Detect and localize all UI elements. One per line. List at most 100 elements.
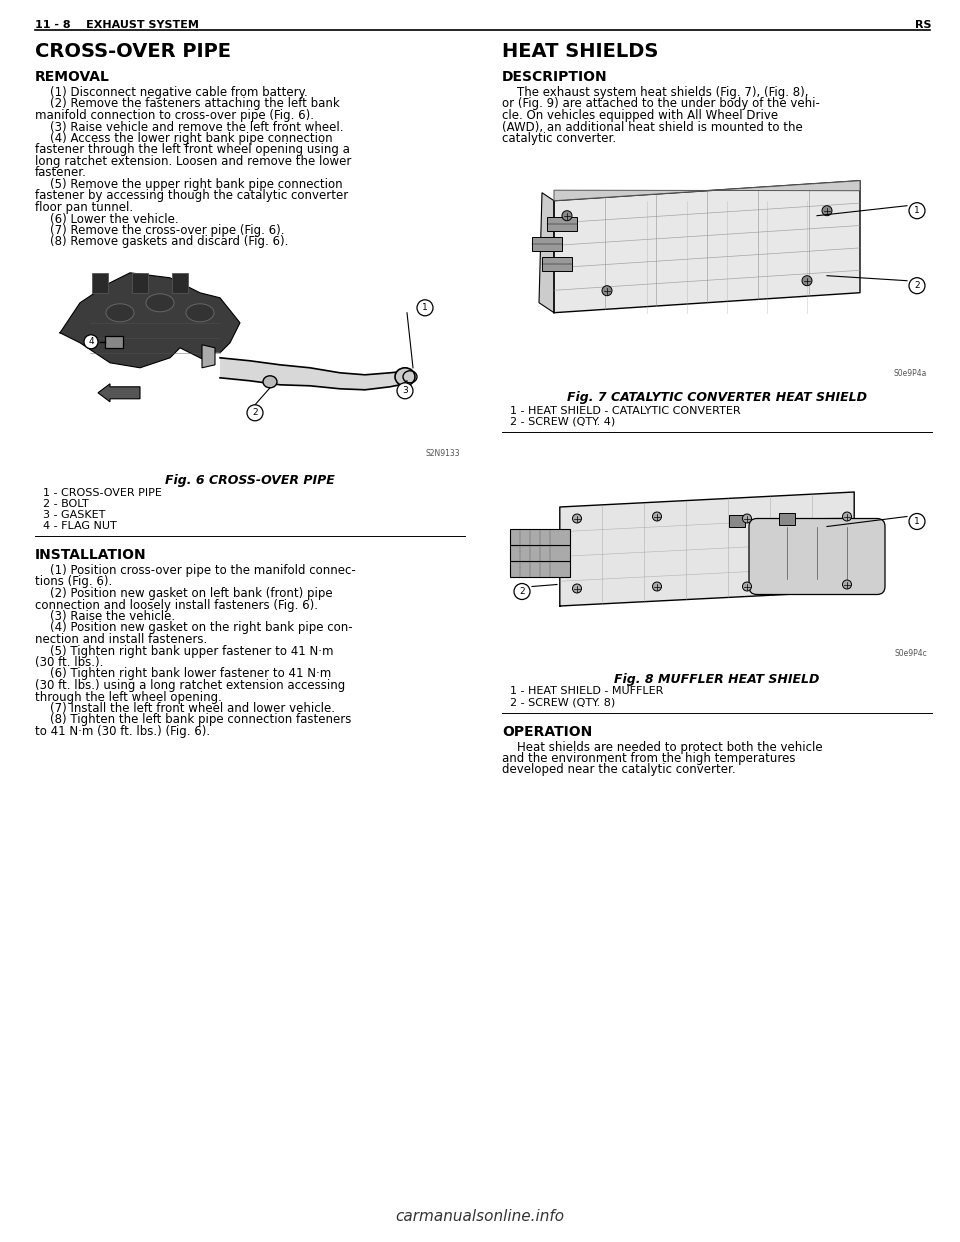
- Polygon shape: [539, 193, 554, 313]
- Text: manifold connection to cross-over pipe (Fig. 6).: manifold connection to cross-over pipe (…: [35, 109, 314, 122]
- Ellipse shape: [106, 304, 134, 322]
- Bar: [510, 544, 570, 560]
- Text: (30 ft. lbs.).: (30 ft. lbs.).: [35, 656, 104, 669]
- Circle shape: [572, 584, 582, 592]
- Text: 1 - CROSS-OVER PIPE: 1 - CROSS-OVER PIPE: [43, 488, 162, 498]
- Circle shape: [247, 405, 263, 421]
- Circle shape: [417, 299, 433, 315]
- Bar: [547, 216, 577, 231]
- Text: carmanualsonline.info: carmanualsonline.info: [396, 1208, 564, 1225]
- Circle shape: [514, 584, 530, 600]
- Polygon shape: [554, 180, 860, 201]
- Bar: [132, 273, 148, 293]
- Text: (5) Remove the upper right bank pipe connection: (5) Remove the upper right bank pipe con…: [35, 178, 343, 191]
- Text: (2) Remove the fasteners attaching the left bank: (2) Remove the fasteners attaching the l…: [35, 98, 340, 111]
- Text: (7) Install the left front wheel and lower vehicle.: (7) Install the left front wheel and low…: [35, 702, 335, 715]
- Circle shape: [653, 582, 661, 591]
- Text: 2 - SCREW (QTY. 8): 2 - SCREW (QTY. 8): [510, 698, 615, 708]
- Circle shape: [742, 514, 752, 523]
- Bar: [532, 237, 562, 251]
- Text: cle. On vehicles equipped with All Wheel Drive: cle. On vehicles equipped with All Wheel…: [502, 109, 779, 122]
- Text: Fig. 6 CROSS-OVER PIPE: Fig. 6 CROSS-OVER PIPE: [165, 474, 335, 487]
- Circle shape: [802, 276, 812, 286]
- Text: fastener by accessing though the catalytic converter: fastener by accessing though the catalyt…: [35, 190, 348, 202]
- Circle shape: [909, 278, 925, 293]
- Ellipse shape: [395, 368, 415, 386]
- Text: (8) Remove gaskets and discard (Fig. 6).: (8) Remove gaskets and discard (Fig. 6).: [35, 236, 288, 248]
- Ellipse shape: [263, 376, 277, 388]
- Circle shape: [84, 335, 98, 349]
- Bar: [92, 273, 108, 293]
- Text: 1 - HEAT SHIELD - MUFFLER: 1 - HEAT SHIELD - MUFFLER: [510, 687, 663, 697]
- Text: INSTALLATION: INSTALLATION: [35, 548, 147, 561]
- Text: 3: 3: [402, 386, 408, 395]
- Ellipse shape: [146, 294, 174, 312]
- Text: The exhaust system heat shields (Fig. 7), (Fig. 8),: The exhaust system heat shields (Fig. 7)…: [502, 86, 808, 99]
- Text: Heat shields are needed to protect both the vehicle: Heat shields are needed to protect both …: [502, 740, 823, 754]
- Text: (6) Tighten right bank lower fastener to 41 N·m: (6) Tighten right bank lower fastener to…: [35, 667, 331, 681]
- Text: through the left wheel opening.: through the left wheel opening.: [35, 691, 222, 703]
- Bar: [729, 514, 745, 527]
- Text: HEAT SHIELDS: HEAT SHIELDS: [502, 42, 659, 61]
- Text: 2 - SCREW (QTY. 4): 2 - SCREW (QTY. 4): [510, 416, 615, 426]
- Circle shape: [843, 512, 852, 520]
- Circle shape: [397, 383, 413, 399]
- Text: 2: 2: [914, 281, 920, 291]
- Ellipse shape: [186, 304, 214, 322]
- Text: (4) Position new gasket on the right bank pipe con-: (4) Position new gasket on the right ban…: [35, 621, 352, 635]
- Bar: [105, 335, 123, 348]
- Text: CROSS-OVER PIPE: CROSS-OVER PIPE: [35, 42, 231, 61]
- Text: S2N9133: S2N9133: [425, 450, 460, 458]
- Text: floor pan tunnel.: floor pan tunnel.: [35, 201, 133, 214]
- Text: (4) Access the lower right bank pipe connection: (4) Access the lower right bank pipe con…: [35, 132, 332, 145]
- Text: (2) Position new gasket on left bank (front) pipe: (2) Position new gasket on left bank (fr…: [35, 587, 332, 600]
- Text: S0e9P4c: S0e9P4c: [895, 650, 927, 658]
- Text: RS: RS: [916, 20, 932, 30]
- Text: 4: 4: [88, 338, 94, 347]
- Text: (3) Raise the vehicle.: (3) Raise the vehicle.: [35, 610, 175, 623]
- Polygon shape: [560, 492, 854, 606]
- Text: (5) Tighten right bank upper fastener to 41 N·m: (5) Tighten right bank upper fastener to…: [35, 645, 333, 657]
- Text: 1 - HEAT SHIELD - CATALYTIC CONVERTER: 1 - HEAT SHIELD - CATALYTIC CONVERTER: [510, 405, 740, 416]
- Text: 2 - BOLT: 2 - BOLT: [43, 499, 88, 509]
- Text: (3) Raise vehicle and remove the left front wheel.: (3) Raise vehicle and remove the left fr…: [35, 120, 344, 133]
- Text: tions (Fig. 6).: tions (Fig. 6).: [35, 575, 112, 589]
- Polygon shape: [220, 358, 410, 390]
- Text: 3 - GASKET: 3 - GASKET: [43, 510, 106, 520]
- Text: and the environment from the high temperatures: and the environment from the high temper…: [502, 751, 796, 765]
- Polygon shape: [60, 273, 240, 368]
- Circle shape: [742, 582, 752, 591]
- Text: 1: 1: [914, 206, 920, 215]
- Text: (1) Position cross-over pipe to the manifold connec-: (1) Position cross-over pipe to the mani…: [35, 564, 356, 578]
- Text: developed near the catalytic converter.: developed near the catalytic converter.: [502, 764, 735, 776]
- Text: to 41 N·m (30 ft. lbs.) (Fig. 6).: to 41 N·m (30 ft. lbs.) (Fig. 6).: [35, 725, 210, 738]
- Bar: [510, 560, 570, 576]
- Circle shape: [843, 580, 852, 589]
- Circle shape: [653, 512, 661, 520]
- Text: OPERATION: OPERATION: [502, 724, 592, 739]
- Text: Fig. 8 MUFFLER HEAT SHIELD: Fig. 8 MUFFLER HEAT SHIELD: [614, 672, 820, 686]
- FancyBboxPatch shape: [749, 518, 885, 595]
- Circle shape: [572, 514, 582, 523]
- Text: (8) Tighten the left bank pipe connection fasteners: (8) Tighten the left bank pipe connectio…: [35, 713, 351, 727]
- Text: (7) Remove the cross-over pipe (Fig. 6).: (7) Remove the cross-over pipe (Fig. 6).: [35, 224, 284, 237]
- Circle shape: [602, 286, 612, 296]
- Polygon shape: [554, 180, 860, 313]
- Text: (6) Lower the vehicle.: (6) Lower the vehicle.: [35, 212, 179, 226]
- Text: connection and loosely install fasteners (Fig. 6).: connection and loosely install fasteners…: [35, 599, 318, 611]
- Text: fastener through the left front wheel opening using a: fastener through the left front wheel op…: [35, 144, 349, 156]
- Text: Fig. 7 CATALYTIC CONVERTER HEAT SHIELD: Fig. 7 CATALYTIC CONVERTER HEAT SHIELD: [567, 391, 867, 405]
- Text: long ratchet extension. Loosen and remove the lower: long ratchet extension. Loosen and remov…: [35, 155, 351, 168]
- Text: DESCRIPTION: DESCRIPTION: [502, 70, 608, 84]
- Text: S0e9P4a: S0e9P4a: [894, 369, 927, 378]
- Text: 1: 1: [422, 303, 428, 312]
- Bar: [172, 273, 188, 293]
- Text: or (Fig. 9) are attached to the under body of the vehi-: or (Fig. 9) are attached to the under bo…: [502, 98, 820, 111]
- Text: 2: 2: [252, 409, 258, 417]
- Text: 4 - FLAG NUT: 4 - FLAG NUT: [43, 520, 117, 532]
- Bar: [779, 513, 795, 524]
- Bar: [510, 529, 570, 544]
- Circle shape: [562, 211, 572, 221]
- Text: 1: 1: [914, 517, 920, 527]
- Circle shape: [822, 206, 832, 216]
